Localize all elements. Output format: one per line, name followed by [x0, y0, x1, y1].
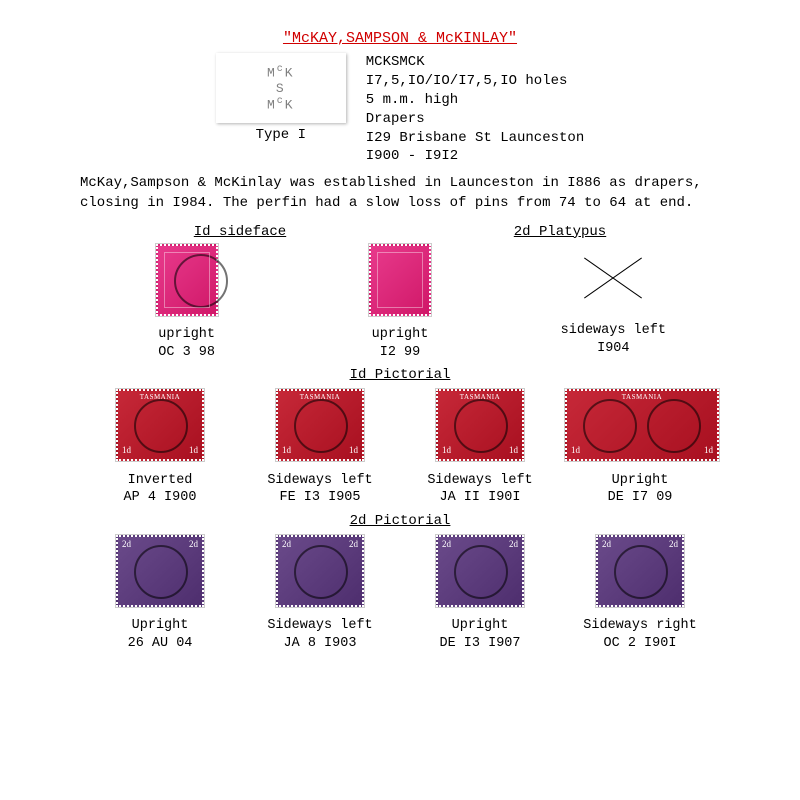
postmark-icon: [454, 399, 508, 453]
caption-l1: Sideways left: [405, 472, 555, 490]
row-2d-pictorial: Upright 26 AU 04 Sideways left JA 8 I903…: [80, 535, 720, 653]
caption-l1: Upright: [405, 617, 555, 635]
caption-l1: sideways left: [518, 322, 708, 340]
perfin-diagram: McK S McK: [216, 53, 346, 123]
stamp-1d-pictorial: TASMANIA: [116, 389, 204, 461]
stamp-cell: TASMANIA Sideways left FE I3 I905: [245, 389, 395, 507]
perfin-line1: McK: [267, 64, 295, 80]
caption-l2: I2 99: [305, 344, 495, 362]
stamp-2d-pictorial: [596, 535, 684, 607]
missing-stamp-x: [584, 244, 642, 312]
postmark-icon: [647, 399, 701, 453]
stamp-1d-pictorial-pair: TASMANIA: [565, 389, 719, 461]
caption-l2: 26 AU 04: [85, 635, 235, 653]
caption-l2: JA II I90I: [405, 489, 555, 507]
perfin-wrap: McK S McK Type I: [216, 53, 346, 143]
caption-l2: DE I7 09: [565, 489, 715, 507]
perfin-line2: S: [276, 81, 286, 96]
caption-l2: OC 2 I90I: [565, 635, 715, 653]
stamp-cell: Upright 26 AU 04: [85, 535, 235, 653]
spec-block: MCKSMCK I7,5,IO/IO/I7,5,IO holes 5 m.m. …: [366, 53, 584, 166]
postmark-icon: [614, 545, 668, 599]
stamp-cell: Sideways right OC 2 I90I: [565, 535, 715, 653]
stamp-cell: upright I2 99: [305, 244, 495, 362]
stamp-cell: TASMANIA Sideways left JA II I90I: [405, 389, 555, 507]
postmark-icon: [134, 545, 188, 599]
stamp-cell: Upright DE I3 I907: [405, 535, 555, 653]
stamp-2d-pictorial: [436, 535, 524, 607]
postmark-icon: [583, 399, 637, 453]
caption-l2: AP 4 I900: [85, 489, 235, 507]
perfin-line3: McK: [267, 96, 295, 112]
stamp-cell: upright OC 3 98: [92, 244, 282, 362]
spec-code: MCKSMCK: [366, 53, 584, 72]
stamp-2d-pictorial: [276, 535, 364, 607]
stamp-1d-sideface: [369, 244, 431, 316]
postmark-icon: [294, 545, 348, 599]
page-title: "McKAY,SAMPSON & McKINLAY": [283, 30, 517, 47]
spec-trade: Drapers: [366, 110, 584, 129]
title-row: "McKAY,SAMPSON & McKINLAY": [80, 30, 720, 47]
stamp-cell: sideways left I904: [518, 244, 708, 362]
caption-l2: DE I3 I907: [405, 635, 555, 653]
caption-l1: Sideways left: [245, 617, 395, 635]
stamp-1d-pictorial: TASMANIA: [276, 389, 364, 461]
header-row: McK S McK Type I MCKSMCK I7,5,IO/IO/I7,5…: [80, 53, 720, 166]
stamp-cell: TASMANIA Upright DE I7 09: [565, 389, 715, 507]
postmark-icon: [454, 545, 508, 599]
caption-l2: JA 8 I903: [245, 635, 395, 653]
description: McKay,Sampson & McKinlay was established…: [80, 174, 720, 213]
caption-l2: FE I3 I905: [245, 489, 395, 507]
album-page: "McKAY,SAMPSON & McKINLAY" McK S McK Typ…: [0, 0, 800, 678]
heading-platypus: 2d Platypus: [400, 224, 720, 240]
heading-sideface: Id sideface: [80, 224, 400, 240]
caption-l2: I904: [518, 340, 708, 358]
caption-l1: upright: [305, 326, 495, 344]
caption-l1: Sideways right: [565, 617, 715, 635]
caption-l1: Upright: [565, 472, 715, 490]
heading-2d-pictorial: 2d Pictorial: [80, 513, 720, 529]
stamp-cell: TASMANIA Inverted AP 4 I900: [85, 389, 235, 507]
caption-l1: Inverted: [85, 472, 235, 490]
spec-holes: I7,5,IO/IO/I7,5,IO holes: [366, 72, 584, 91]
stamp-1d-sideface: [156, 244, 218, 316]
spec-years: I900 - I9I2: [366, 147, 584, 166]
row-sideface: upright OC 3 98 upright I2 99 sideways l…: [80, 244, 720, 362]
caption-l1: Upright: [85, 617, 235, 635]
caption-l2: OC 3 98: [92, 344, 282, 362]
section-headings-1: Id sideface 2d Platypus: [80, 224, 720, 240]
spec-height: 5 m.m. high: [366, 91, 584, 110]
stamp-2d-pictorial: [116, 535, 204, 607]
heading-1d-pictorial: Id Pictorial: [80, 367, 720, 383]
caption-l1: upright: [92, 326, 282, 344]
stamp-cell: Sideways left JA 8 I903: [245, 535, 395, 653]
row-1d-pictorial: TASMANIA Inverted AP 4 I900 TASMANIA Sid…: [80, 389, 720, 507]
stamp-1d-pictorial: TASMANIA: [436, 389, 524, 461]
postmark-icon: [174, 254, 228, 308]
type-label: Type I: [216, 127, 346, 143]
caption-l1: Sideways left: [245, 472, 395, 490]
spec-address: I29 Brisbane St Launceston: [366, 129, 584, 148]
postmark-icon: [134, 399, 188, 453]
postmark-icon: [294, 399, 348, 453]
